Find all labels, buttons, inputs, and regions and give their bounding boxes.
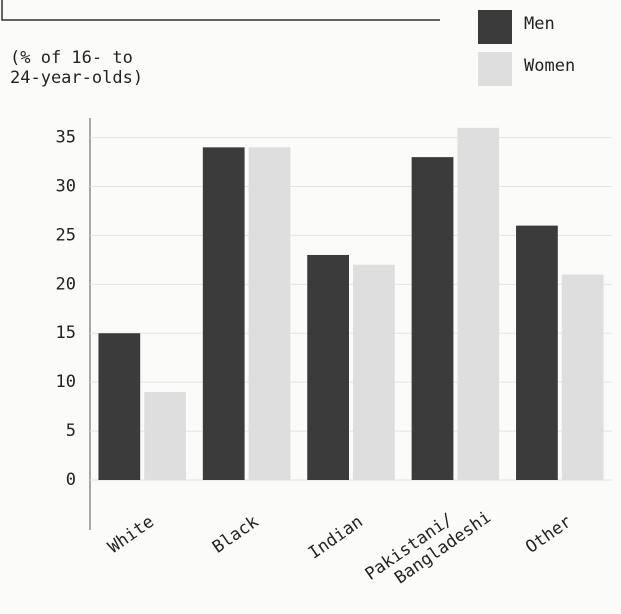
y-axis-label: (% of 16- to 24-year-olds) [10, 48, 144, 88]
bar [353, 264, 395, 480]
bar [248, 147, 291, 480]
bar [144, 391, 186, 480]
y-tick-label: 35 [56, 128, 76, 148]
x-tick-label: Indian [305, 512, 367, 564]
x-tick-label: Pakistani/ Bangladeshi [362, 491, 495, 601]
legend-label: Women [524, 56, 575, 76]
x-tick-label: Black [209, 512, 262, 558]
x-tick-label: White [105, 512, 158, 558]
legend-label: Men [524, 14, 555, 34]
y-tick-label: 0 [66, 470, 76, 490]
bar [561, 274, 604, 480]
y-tick-label: 15 [56, 323, 76, 343]
y-tick-label: 5 [66, 421, 76, 441]
y-tick-label: 30 [56, 176, 76, 196]
y-tick-label: 10 [56, 372, 76, 392]
frame [1, 0, 440, 21]
legend-swatch [478, 52, 512, 86]
legend-swatch [478, 10, 512, 44]
x-tick-label: Other [522, 512, 575, 558]
bar [98, 333, 141, 480]
y-tick-label: 20 [56, 274, 76, 294]
bar [202, 147, 245, 480]
bar [307, 254, 349, 480]
bar [516, 225, 558, 480]
bar [457, 127, 500, 480]
y-tick-label: 25 [56, 225, 76, 245]
bar [411, 157, 454, 480]
